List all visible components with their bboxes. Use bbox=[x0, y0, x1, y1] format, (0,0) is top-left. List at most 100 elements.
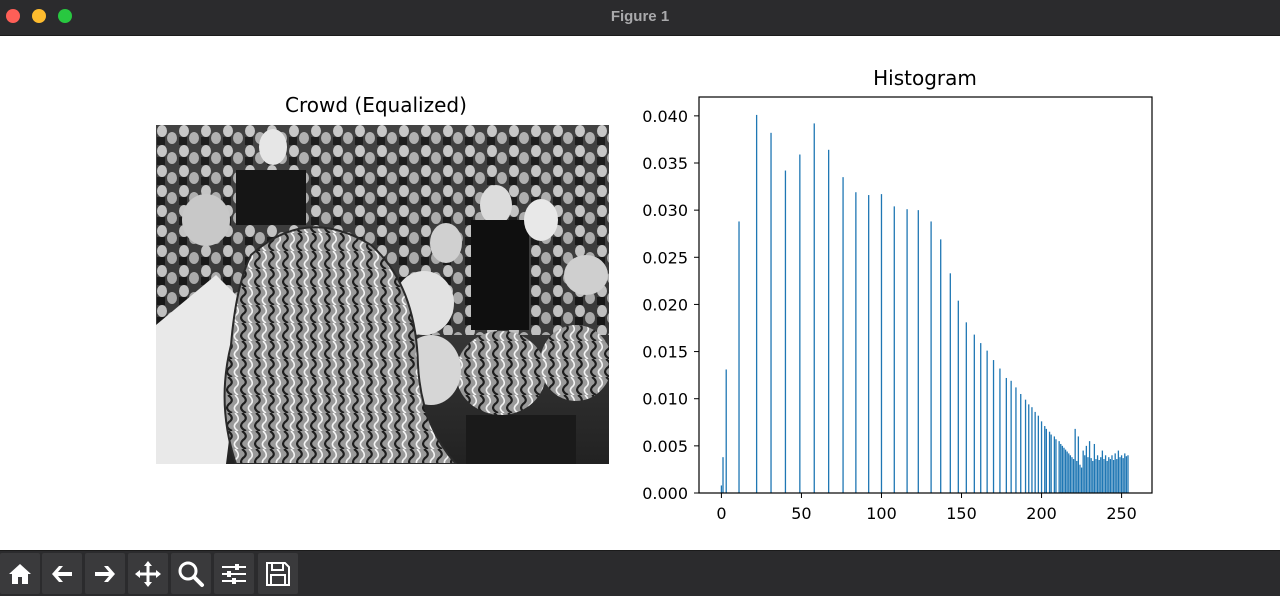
histogram-bar bbox=[1125, 456, 1128, 493]
histogram-bar bbox=[1106, 460, 1108, 493]
pan-button[interactable] bbox=[128, 553, 168, 594]
histogram-bar bbox=[1085, 445, 1088, 493]
y-axis: 0.000 0.005 0.010 0.015 0.020 0.025 0.030 0.035… bbox=[642, 107, 699, 503]
histogram-chart: Histogram 0.000 0.005 0.010 0.015 0.020 0.025… bbox=[642, 66, 1153, 523]
histogram-bar bbox=[957, 300, 959, 493]
y-tick-label: 0.015 bbox=[642, 343, 688, 362]
histogram-bar bbox=[1010, 380, 1012, 493]
configure-subplots-icon bbox=[222, 563, 246, 584]
histogram-bar bbox=[1096, 455, 1099, 493]
x-tick-label: 250 bbox=[1106, 504, 1137, 523]
histogram-bar bbox=[1098, 460, 1100, 493]
chart-title: Histogram bbox=[873, 66, 977, 90]
x-tick-label: 0 bbox=[716, 504, 726, 523]
histogram-bar bbox=[1034, 411, 1036, 493]
histogram-bar bbox=[1093, 443, 1096, 493]
histogram-bar bbox=[1028, 404, 1030, 493]
histogram-bar bbox=[992, 360, 995, 493]
home-icon bbox=[9, 563, 31, 584]
histogram-bar bbox=[1040, 421, 1043, 493]
configure-subplots-button[interactable] bbox=[214, 553, 254, 594]
histogram-bar bbox=[1045, 428, 1048, 493]
image-panel-title: Crowd (Equalized) bbox=[285, 93, 467, 117]
histogram-bar bbox=[868, 195, 870, 494]
histogram-bar bbox=[1044, 426, 1046, 493]
histogram-bar bbox=[1060, 443, 1062, 493]
histogram-bar bbox=[1104, 455, 1107, 493]
histogram-bar bbox=[1124, 453, 1126, 493]
histogram-bar bbox=[770, 132, 772, 494]
histogram-bar bbox=[880, 194, 883, 493]
histogram-bar bbox=[1088, 441, 1091, 493]
histogram-bar bbox=[1112, 460, 1115, 493]
histogram-bar bbox=[1053, 436, 1056, 493]
histogram-bar bbox=[906, 209, 908, 493]
histogram-bar bbox=[799, 154, 801, 493]
y-tick-label: 0.025 bbox=[642, 248, 688, 267]
histogram-bar bbox=[1048, 431, 1051, 493]
y-tick-label: 0.030 bbox=[642, 201, 688, 220]
plot-frame bbox=[698, 96, 1153, 494]
y-tick-label: 0.035 bbox=[642, 154, 688, 173]
back-button[interactable] bbox=[42, 553, 82, 594]
histogram-bar bbox=[1066, 451, 1068, 493]
x-tick-label: 200 bbox=[1026, 504, 1057, 523]
histogram-bar bbox=[1103, 459, 1105, 493]
x-tick-label: 150 bbox=[946, 504, 977, 523]
histogram-bar bbox=[1031, 407, 1033, 493]
histogram-bar bbox=[1109, 459, 1112, 493]
histogram-bar bbox=[1092, 460, 1094, 493]
window-titlebar: Figure 1 bbox=[0, 0, 1280, 36]
y-tick-label: 0.010 bbox=[642, 390, 688, 409]
histogram-bar bbox=[1015, 387, 1017, 493]
histogram-bar bbox=[1005, 377, 1007, 493]
histogram-bar bbox=[973, 334, 975, 493]
maximize-window-button[interactable] bbox=[58, 9, 72, 23]
histogram-bar bbox=[1122, 458, 1124, 493]
histogram-bar bbox=[1116, 459, 1118, 493]
histogram-bar bbox=[1061, 445, 1064, 493]
histogram-bar bbox=[986, 350, 988, 493]
histogram-bars bbox=[720, 114, 1129, 494]
histogram-bar bbox=[1111, 455, 1113, 493]
save-button[interactable] bbox=[258, 553, 298, 594]
histogram-bar bbox=[1068, 453, 1070, 493]
histogram-bar bbox=[1037, 415, 1039, 493]
histogram-bar bbox=[1120, 455, 1123, 493]
crowd-photo bbox=[156, 125, 609, 464]
histogram-bar bbox=[1108, 457, 1110, 493]
home-button[interactable] bbox=[0, 553, 40, 594]
histogram-bar bbox=[1050, 434, 1052, 493]
histogram-bar bbox=[965, 322, 967, 493]
minimize-window-button[interactable] bbox=[32, 9, 46, 23]
histogram-bar bbox=[949, 273, 951, 493]
histogram-bar bbox=[1101, 450, 1104, 493]
histogram-bar bbox=[1119, 457, 1121, 493]
histogram-bar bbox=[855, 192, 857, 493]
zoom-button[interactable] bbox=[171, 553, 211, 594]
histogram-bar bbox=[784, 170, 787, 494]
y-tick-label: 0.005 bbox=[642, 437, 688, 456]
histogram-bar bbox=[917, 210, 919, 493]
histogram-bar bbox=[1084, 455, 1086, 493]
save-icon bbox=[266, 561, 290, 586]
histogram-bar bbox=[1069, 455, 1072, 493]
histogram-bar bbox=[1076, 460, 1078, 493]
histogram-bar bbox=[738, 221, 740, 493]
forward-button[interactable] bbox=[85, 553, 125, 594]
histogram-bar bbox=[1074, 428, 1076, 493]
histogram-bar bbox=[1087, 457, 1089, 493]
histogram-bar bbox=[1079, 464, 1081, 493]
histogram-bar bbox=[1058, 441, 1060, 493]
histogram-bar bbox=[1024, 399, 1027, 493]
histogram-bar bbox=[1100, 457, 1102, 493]
x-tick-label: 50 bbox=[791, 504, 811, 523]
histogram-bar bbox=[755, 114, 758, 494]
histogram-bar bbox=[1117, 450, 1120, 493]
y-tick-label: 0.000 bbox=[642, 484, 688, 503]
close-window-button[interactable] bbox=[6, 9, 20, 23]
histogram-bar bbox=[842, 177, 844, 493]
histogram-bar bbox=[1090, 458, 1092, 493]
y-tick-label: 0.020 bbox=[642, 295, 688, 314]
y-tick-label: 0.040 bbox=[642, 107, 688, 126]
